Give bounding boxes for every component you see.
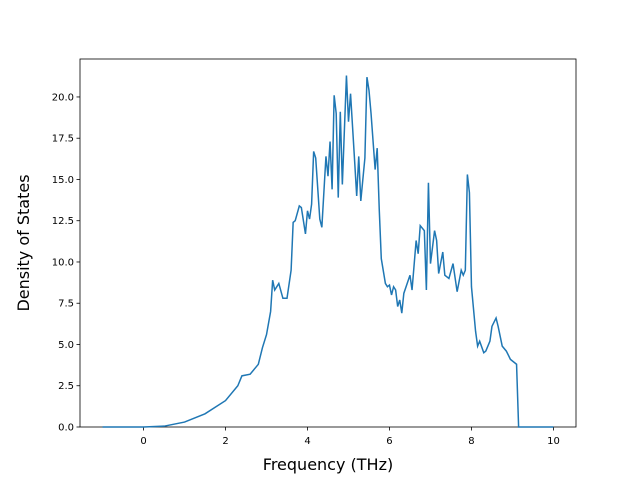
y-tick-label: 12.5: [52, 216, 74, 227]
y-axis-label: Density of States: [14, 174, 33, 311]
x-tick-label: 6: [386, 436, 392, 447]
y-tick-label: 2.5: [58, 381, 74, 392]
x-tick-label: 10: [547, 436, 560, 447]
y-tick-label: 5.0: [58, 340, 74, 351]
y-tick-label: 15.0: [52, 175, 74, 186]
line: [102, 75, 554, 428]
y-tick-label: 0.0: [58, 423, 74, 434]
y-tick-label: 10.0: [52, 257, 74, 268]
y-tick-label: 20.0: [52, 92, 74, 103]
y-tick-label: 7.5: [58, 299, 74, 310]
x-tick-label: 2: [222, 436, 228, 447]
x-tick-label: 8: [468, 436, 474, 447]
x-axis-label: Frequency (THz): [263, 455, 393, 474]
x-tick-label: 4: [304, 436, 310, 447]
plot-frame: [79, 58, 577, 428]
x-tick-label: 0: [140, 436, 146, 447]
y-tick-label: 17.5: [52, 134, 74, 145]
